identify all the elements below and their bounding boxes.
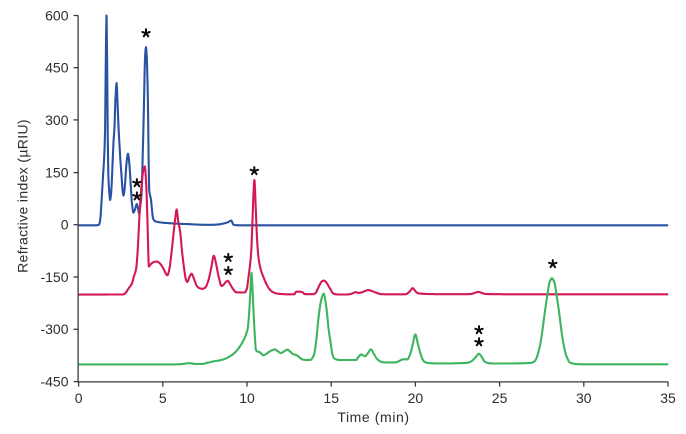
svg-text:Time (min): Time (min) (337, 409, 409, 425)
svg-text:600: 600 (45, 7, 69, 23)
svg-text:0: 0 (61, 217, 69, 233)
svg-text:-150: -150 (40, 269, 68, 285)
svg-text:-300: -300 (40, 321, 68, 337)
svg-text:-450: -450 (40, 374, 68, 390)
svg-text:30: 30 (576, 390, 592, 406)
svg-text:Refractive index (µRIU): Refractive index (µRIU) (15, 119, 31, 273)
svg-text:450: 450 (45, 60, 69, 76)
svg-text:300: 300 (45, 112, 69, 128)
svg-text:10: 10 (239, 390, 255, 406)
svg-text:0: 0 (75, 390, 83, 406)
svg-text:35: 35 (660, 390, 676, 406)
svg-text:20: 20 (408, 390, 424, 406)
svg-text:5: 5 (159, 390, 167, 406)
svg-text:150: 150 (45, 165, 69, 181)
svg-text:15: 15 (323, 390, 339, 406)
svg-text:25: 25 (492, 390, 508, 406)
